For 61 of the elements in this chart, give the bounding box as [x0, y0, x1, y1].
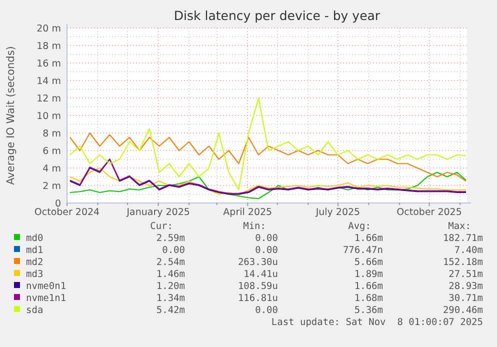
y-tick-label: 18 m [36, 41, 61, 52]
text: 5.36m [354, 305, 384, 316]
y-tick-label: 0 [54, 198, 61, 210]
text: 30.71m [448, 293, 484, 304]
text: 5.42m [156, 305, 186, 316]
legend-label: md2 [26, 257, 44, 268]
text: 116.81u [238, 293, 278, 304]
x-tick-label: January 2025 [126, 207, 190, 218]
line-series [69, 97, 467, 190]
x-tick-label: April 2025 [223, 207, 272, 218]
x-tick-label: October 2024 [34, 207, 100, 218]
text: 0.00 [162, 245, 186, 256]
text: 5.66m [354, 257, 384, 268]
text: Min: [243, 221, 266, 232]
text: 0.00 [255, 233, 278, 244]
text: 108.59u [238, 281, 278, 292]
text: 2.54m [156, 257, 186, 268]
y-tick-label: 12 m [36, 94, 61, 104]
x-tick-label: July 2025 [314, 207, 360, 218]
y-tick-label: 16 m [36, 58, 61, 70]
y-tick-label: 20 m [36, 24, 61, 34]
text: 182.71m [442, 233, 484, 244]
legend-label: md0 [26, 233, 44, 244]
text: 1.89m [354, 269, 384, 280]
y-tick-label: 14 m [36, 76, 61, 87]
legend-label: md3 [26, 269, 44, 280]
y-tick-label: 6 m [42, 146, 61, 157]
text: Last update: Sat Nov 8 01:00:07 2025 [271, 317, 483, 328]
y-tick-label: 8 m [42, 128, 61, 140]
legend-label: nvme0n1 [26, 281, 66, 292]
text: 1.68m [354, 293, 384, 304]
legend-label: sda [26, 305, 44, 316]
y-tick-label: 2 m [42, 181, 61, 192]
text: 14.41u [244, 269, 278, 280]
text: 0.00 [255, 245, 278, 256]
text: Avg: [348, 221, 371, 232]
text: 263.30u [238, 257, 278, 268]
text: 1.66m [354, 281, 384, 292]
text: 28.93m [448, 281, 484, 292]
line-series [69, 132, 467, 182]
text: 27.51m [448, 269, 484, 280]
text: 776.47n [342, 245, 383, 256]
text: Cur: [150, 221, 173, 232]
legend-label: md1 [26, 245, 44, 256]
x-tick-label: October 2025 [396, 207, 462, 218]
y-axis-title: Average IO Wait (seconds) [5, 46, 17, 185]
text: 7.40m [454, 245, 484, 256]
line-series [69, 167, 467, 196]
y-tick-label: 4 m [42, 164, 61, 174]
text: 290.46m [442, 305, 484, 316]
text: 1.34m [156, 293, 186, 304]
y-tick-label: 10 m [36, 111, 61, 122]
text: 1.46m [156, 269, 186, 280]
legend-label: nvme1n1 [26, 293, 66, 304]
text: Max: [448, 221, 471, 232]
text: 2.59m [156, 233, 186, 244]
chart-title: Disk latency per device - by year [174, 8, 381, 23]
text: 1.66m [354, 233, 384, 244]
text: 152.18m [442, 257, 484, 268]
text: 1.20m [156, 281, 186, 292]
text: 0.00 [255, 305, 278, 316]
